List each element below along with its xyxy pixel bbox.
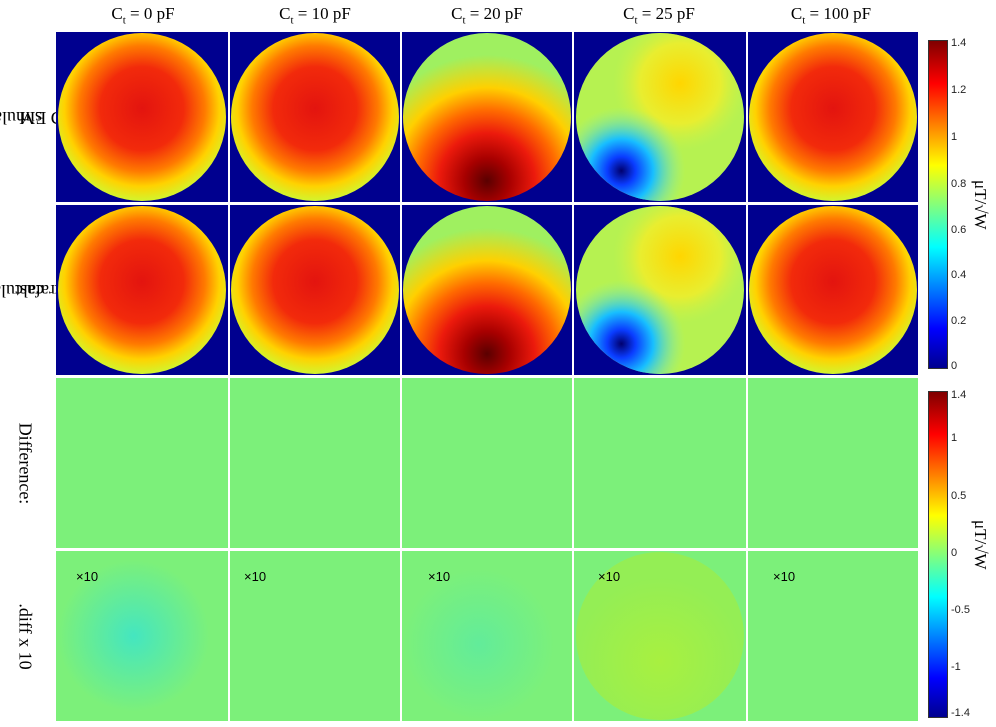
map-sim-10pF <box>230 32 400 202</box>
colorbar-top <box>928 40 948 369</box>
map-diffx10-10pF <box>230 551 400 721</box>
map-calc-25pF <box>574 205 746 375</box>
map-diffx10-25pF <box>574 551 746 721</box>
map-diffx10-100pF <box>748 551 918 721</box>
map-calc-100pF <box>748 205 918 375</box>
map-diff-25pF <box>574 378 746 548</box>
colorbar-top-tick: 0.8 <box>951 178 967 190</box>
colorbar-top-label: μT/√W <box>971 180 990 230</box>
column-title: Ct = 10 pF <box>279 4 351 27</box>
column-title: Ct = 20 pF <box>451 4 523 27</box>
colorbar-top-tick: 0.6 <box>951 224 967 236</box>
row-label-simulation: 3D EMsimulation <box>0 107 73 128</box>
map-sim-100pF <box>748 32 918 202</box>
map-diff-100pF <box>748 378 918 548</box>
map-sim-0pF <box>56 32 228 202</box>
column-title: Ct = 25 pF <box>623 4 695 27</box>
colorbar-top-tick: 1 <box>951 131 958 143</box>
map-calc-0pF <box>56 205 228 375</box>
map-diff-10pF <box>230 378 400 548</box>
row-label-calculation: Ultrafastcalculation <box>0 280 78 301</box>
colorbar-bottom-tick: 0 <box>951 547 958 559</box>
colorbar-bottom-label: μT/√W <box>971 520 990 570</box>
x10-marker: ×10 <box>244 569 267 584</box>
column-title: Ct = 0 pF <box>111 4 175 27</box>
colorbar-top-tick: 1.4 <box>951 37 967 49</box>
colorbar-bottom-tick: -0.5 <box>951 604 970 616</box>
colorbar-bottom-tick: -1.4 <box>951 707 970 719</box>
map-diffx10-0pF <box>56 551 228 721</box>
map-sim-25pF <box>574 32 746 202</box>
colorbar-top-tick: 0.4 <box>951 269 967 281</box>
x10-marker: ×10 <box>76 569 99 584</box>
colorbar-bottom-tick: 1.4 <box>951 389 967 401</box>
map-diff-20pF <box>402 378 572 548</box>
row-label-diff-x10: .diff x 10 <box>15 602 36 670</box>
x10-marker: ×10 <box>773 569 796 584</box>
map-sim-20pF <box>402 32 572 202</box>
map-diffx10-20pF <box>402 551 572 721</box>
x10-marker: ×10 <box>598 569 621 584</box>
x10-marker: ×10 <box>428 569 451 584</box>
colorbar-bottom <box>928 391 948 718</box>
map-diff-0pF <box>56 378 228 548</box>
map-calc-10pF <box>230 205 400 375</box>
colorbar-top-tick: 0.2 <box>951 315 967 327</box>
colorbar-top-tick: 1.2 <box>951 84 967 96</box>
map-calc-20pF <box>402 205 572 375</box>
colorbar-bottom-tick: -1 <box>951 661 961 673</box>
column-title: Ct = 100 pF <box>790 4 872 27</box>
row-label-difference: Difference: <box>15 422 36 504</box>
colorbar-bottom-tick: 1 <box>951 432 958 444</box>
colorbar-top-tick: 0 <box>951 360 958 372</box>
colorbar-bottom-tick: 0.5 <box>951 490 967 502</box>
